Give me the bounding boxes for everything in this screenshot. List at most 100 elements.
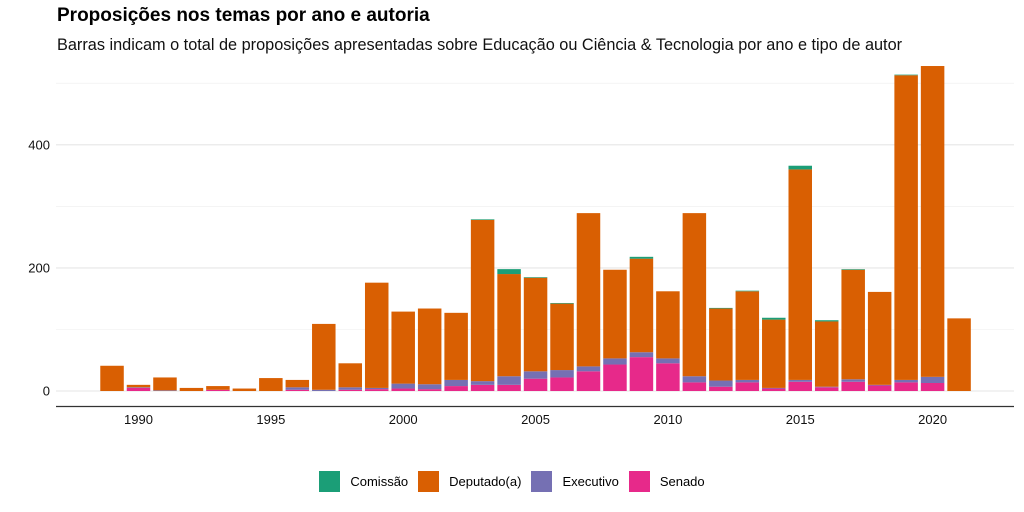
bar-segment-senado-1996 bbox=[285, 389, 310, 391]
bar-segment-executivo-2008 bbox=[603, 358, 627, 365]
bar-segment-executivo-1998 bbox=[338, 387, 363, 390]
bar-segment-executivo-2016 bbox=[814, 386, 839, 388]
bar-segment-deputadoa-2020 bbox=[920, 66, 945, 377]
x-tick-label: 2000 bbox=[389, 412, 418, 427]
bar-segment-deputadoa-1997 bbox=[312, 323, 336, 390]
bar-segment-deputadoa-1993 bbox=[206, 386, 230, 390]
legend-swatch bbox=[628, 471, 650, 492]
bar-segment-deputadoa-2009 bbox=[629, 258, 654, 353]
bar-segment-executivo-1996 bbox=[285, 387, 310, 390]
legend-item: Comissão bbox=[319, 471, 408, 492]
bar-segment-comisso-2004 bbox=[497, 269, 521, 275]
bar-segment-senado-2008 bbox=[603, 364, 627, 391]
bar-segment-deputadoa-2001 bbox=[417, 308, 442, 385]
bar-segment-deputadoa-2006 bbox=[550, 303, 574, 371]
legend-label: Deputado(a) bbox=[449, 474, 522, 489]
bar-segment-comisso-2009 bbox=[629, 256, 654, 259]
bar-segment-senado-2004 bbox=[497, 384, 521, 391]
bars bbox=[100, 66, 971, 391]
bar-segment-comisso-2012 bbox=[709, 307, 733, 309]
bar-segment-deputadoa-2005 bbox=[523, 277, 548, 372]
legend-item: Senado bbox=[628, 471, 705, 492]
bar-segment-executivo-2002 bbox=[444, 379, 468, 387]
legend-swatch bbox=[531, 471, 553, 492]
bar-segment-senado-1993 bbox=[206, 389, 230, 391]
legend-item: Executivo bbox=[531, 471, 619, 492]
bar-segment-deputadoa-1996 bbox=[285, 379, 310, 388]
bar-segment-executivo-2019 bbox=[894, 379, 918, 383]
bar-segment-senado-2017 bbox=[841, 381, 865, 391]
y-tick-label: 0 bbox=[43, 384, 50, 399]
bar-segment-comisso-2006 bbox=[550, 302, 574, 304]
bar-segment-senado-2000 bbox=[391, 388, 415, 391]
bar-segment-deputadoa-2002 bbox=[444, 312, 468, 380]
legend: Comissão Deputado(a) Executivo Senado bbox=[0, 471, 1024, 492]
bar-segment-deputadoa-2016 bbox=[814, 321, 839, 387]
bar-segment-executivo-2006 bbox=[550, 370, 574, 378]
bar-segment-deputadoa-2004 bbox=[497, 274, 521, 377]
bar-segment-comisso-2014 bbox=[762, 317, 786, 320]
bar-segment-senado-2013 bbox=[735, 382, 760, 391]
legend-label: Comissão bbox=[350, 474, 409, 489]
bar-segment-executivo-1991 bbox=[153, 390, 177, 391]
x-tick-label: 2015 bbox=[786, 412, 815, 427]
bar-segment-deputadoa-2018 bbox=[867, 291, 892, 385]
bar-segment-executivo-2011 bbox=[682, 376, 707, 383]
bar-segment-senado-2020 bbox=[920, 382, 945, 391]
bar-segment-comisso-2013 bbox=[735, 290, 760, 292]
legend-swatch bbox=[319, 471, 341, 492]
bar-segment-deputadoa-2011 bbox=[682, 213, 707, 377]
legend-label: Executivo bbox=[562, 474, 619, 489]
bar-segment-deputadoa-2007 bbox=[576, 213, 601, 367]
y-tick-label: 400 bbox=[28, 137, 50, 152]
bar-segment-executivo-1999 bbox=[364, 387, 389, 390]
bar-segment-deputadoa-2021 bbox=[947, 318, 971, 391]
bar-segment-deputadoa-1994 bbox=[232, 388, 257, 391]
bar-segment-executivo-2010 bbox=[656, 358, 680, 364]
bar-segment-deputadoa-2008 bbox=[603, 269, 627, 359]
bar-segment-senado-2003 bbox=[470, 384, 495, 391]
bar-segment-comisso-2003 bbox=[470, 219, 495, 220]
bar-segment-comisso-2016 bbox=[814, 320, 839, 322]
bar-segment-deputadoa-2019 bbox=[894, 75, 918, 380]
bar-segment-senado-2016 bbox=[814, 387, 839, 391]
bar-segment-senado-2009 bbox=[629, 357, 654, 391]
bar-segment-comisso-2015 bbox=[788, 165, 812, 170]
bar-segment-senado-2019 bbox=[894, 382, 918, 391]
bar-segment-senado-1990 bbox=[126, 387, 151, 391]
bar-segment-deputadoa-2010 bbox=[656, 291, 680, 359]
bar-segment-deputadoa-1991 bbox=[153, 377, 177, 391]
bar-segment-executivo-2018 bbox=[867, 384, 892, 386]
bar-segment-senado-2018 bbox=[867, 385, 892, 391]
bar-segment-deputadoa-1999 bbox=[364, 282, 389, 388]
bar-segment-senado-2005 bbox=[523, 378, 548, 391]
y-tick-label: 200 bbox=[28, 260, 50, 275]
bar-segment-deputadoa-2012 bbox=[709, 308, 733, 381]
bar-segment-senado-2014 bbox=[762, 388, 786, 391]
bar-segment-deputadoa-2003 bbox=[470, 219, 495, 382]
bar-segment-executivo-2004 bbox=[497, 376, 521, 385]
bar-segment-deputadoa-1990 bbox=[126, 384, 151, 388]
bar-segment-senado-2015 bbox=[788, 381, 812, 391]
bar-segment-executivo-2015 bbox=[788, 379, 812, 382]
bar-segment-executivo-2020 bbox=[920, 376, 945, 383]
bar-segment-deputadoa-2017 bbox=[841, 269, 865, 380]
legend-label: Senado bbox=[659, 474, 705, 489]
bar-segment-executivo-2005 bbox=[523, 371, 548, 379]
bar-segment-deputadoa-2000 bbox=[391, 311, 415, 384]
bar-segment-comisso-2005 bbox=[523, 277, 548, 278]
bar-segment-senado-2006 bbox=[550, 377, 574, 391]
x-tick-label: 2005 bbox=[521, 412, 550, 427]
bar-segment-senado-2011 bbox=[682, 382, 707, 391]
chart-title: Proposições nos temas por ano e autoria bbox=[57, 5, 430, 26]
bar-segment-executivo-1997 bbox=[312, 389, 336, 391]
bar-segment-executivo-2012 bbox=[709, 380, 733, 387]
x-tick-label: 2020 bbox=[918, 412, 947, 427]
bar-segment-comisso-2019 bbox=[894, 74, 918, 76]
bar-segment-deputadoa-1989 bbox=[100, 365, 124, 391]
bar-segment-senado-2010 bbox=[656, 363, 680, 391]
x-tick-label: 1995 bbox=[256, 412, 285, 427]
bar-segment-deputadoa-2013 bbox=[735, 291, 760, 380]
bar-segment-senado-2012 bbox=[709, 386, 733, 391]
